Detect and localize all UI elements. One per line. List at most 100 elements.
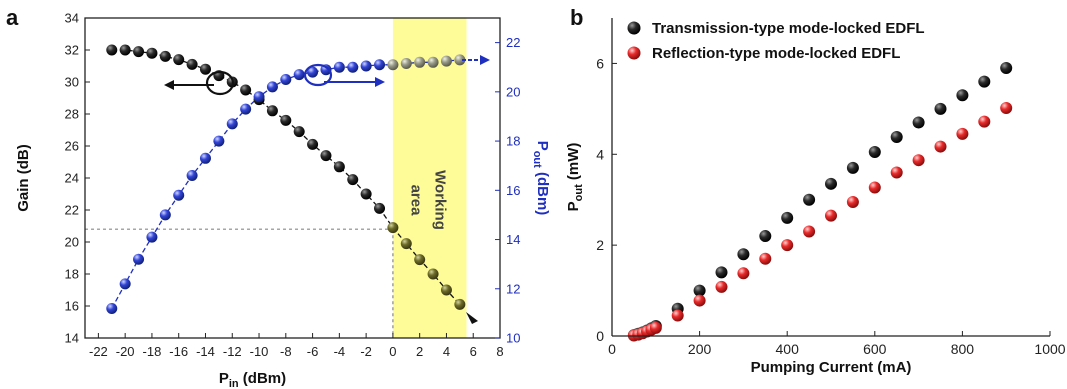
reflection-point [781,239,794,252]
pout-point [119,278,131,290]
pout-point [307,66,319,78]
y-tick-label-b: 4 [596,146,604,162]
transmission-point [1000,61,1013,74]
pout-point [240,103,252,115]
x-tick-label-a: -20 [116,344,135,359]
reflection-point [737,267,750,280]
x-axis-label-a: Pin (dBm) [219,370,286,389]
pout-point [173,189,185,201]
pout-point [400,58,412,70]
reflection-point [934,140,947,153]
reflection-point [715,280,728,293]
y-left-tick-label: 18 [65,267,79,282]
transmission-point [934,102,947,115]
transmission-point [715,266,728,279]
transmission-point [868,146,881,159]
gain-trend-arrow [466,312,478,324]
gain-point [374,202,386,214]
pout-point [146,231,158,243]
y-left-tick-label: 22 [65,203,79,218]
gain-point [266,105,278,117]
pout-point [427,56,439,68]
pout-point [293,69,305,81]
reflection-point [890,166,903,179]
reflection-point [649,321,662,334]
legend-marker-reflection [627,46,641,60]
pout-point [253,91,265,103]
legend-label-transmission: Transmission-type mode-locked EDFL [652,20,925,37]
working-area-label-line2: area [408,185,425,217]
x-tick-label-b: 1000 [1034,341,1065,357]
reflection-point [868,181,881,194]
pout-point [454,54,466,66]
y-tick-label-b: 2 [596,237,604,253]
panel-label-b: b [570,5,583,30]
reflection-point [693,294,706,307]
pout-point [280,74,292,86]
y-left-tick-label: 20 [65,235,79,250]
gain-point [119,44,131,56]
x-tick-label-b: 400 [776,341,800,357]
panel-a: -22 -20 -18 -16 -14 -12 -10 -8 -6 -4 -2 0 2 4 6 8 14161… [6,5,551,389]
x-tick-label-a: -12 [223,344,242,359]
x-tick-label-a: -8 [280,344,292,359]
y-tick-label-b: 6 [596,55,604,71]
x-tick-label-a: 4 [443,344,450,359]
x-tick-label-b: 800 [951,341,975,357]
legend-marker-transmission [627,21,641,35]
pout-point [374,59,386,71]
pout-point [360,60,372,72]
gain-point [186,58,198,70]
gain-point [387,222,399,234]
reflection-point [803,225,816,238]
gain-point [173,54,185,66]
gain-point [280,114,292,126]
x-tick-label-a: -2 [360,344,372,359]
y-left-tick-label: 34 [65,11,79,26]
x-tick-label-b: 200 [688,341,712,357]
gain-point [427,268,439,280]
gain-point [440,284,452,296]
gain-point [454,298,466,310]
y-right-tick-label: 14 [506,232,520,247]
pout-point [186,170,198,182]
pout-point [333,61,345,73]
pout-point [106,302,118,314]
reflection-point [1000,101,1013,114]
y-right-tick-label: 22 [506,35,520,50]
pout-point [414,56,426,68]
x-tick-label-a: 8 [496,344,503,359]
reflection-point [671,309,684,322]
reflection-point [825,209,837,222]
working-area-band [392,18,467,338]
reflection-point [978,115,991,128]
gain-point [106,44,118,56]
gain-point [414,254,426,266]
x-tick-label-a: 0 [389,344,396,359]
pout-point [226,118,238,130]
gain-point [307,138,319,150]
x-tick-label-a: -10 [250,344,269,359]
y-axis-label-b: Pout (mW) [565,143,585,212]
transmission-point [956,89,969,102]
y-right-tick-label: 18 [506,134,520,149]
transmission-point [803,193,816,206]
pout-point [440,55,452,67]
y-axis-label-gain: Gain (dB) [15,144,32,212]
y-left-tick-label: 26 [65,139,79,154]
pout-trend-arrow [462,55,490,65]
x-tick-label-b: 600 [863,341,887,357]
x-axis-label-b: Pumping Current (mA) [751,359,912,376]
gain-point [333,161,345,173]
gain-point [320,150,332,162]
reflection-point [846,195,859,208]
transmission-point [890,131,903,144]
x-tick-label-a: -6 [307,344,319,359]
y-left-tick-label: 28 [65,107,79,122]
y-right-tick-label: 20 [506,84,520,99]
transmission-point [781,211,794,224]
gain-point [400,238,412,250]
transmission-point [825,177,837,190]
pout-point [266,81,278,93]
